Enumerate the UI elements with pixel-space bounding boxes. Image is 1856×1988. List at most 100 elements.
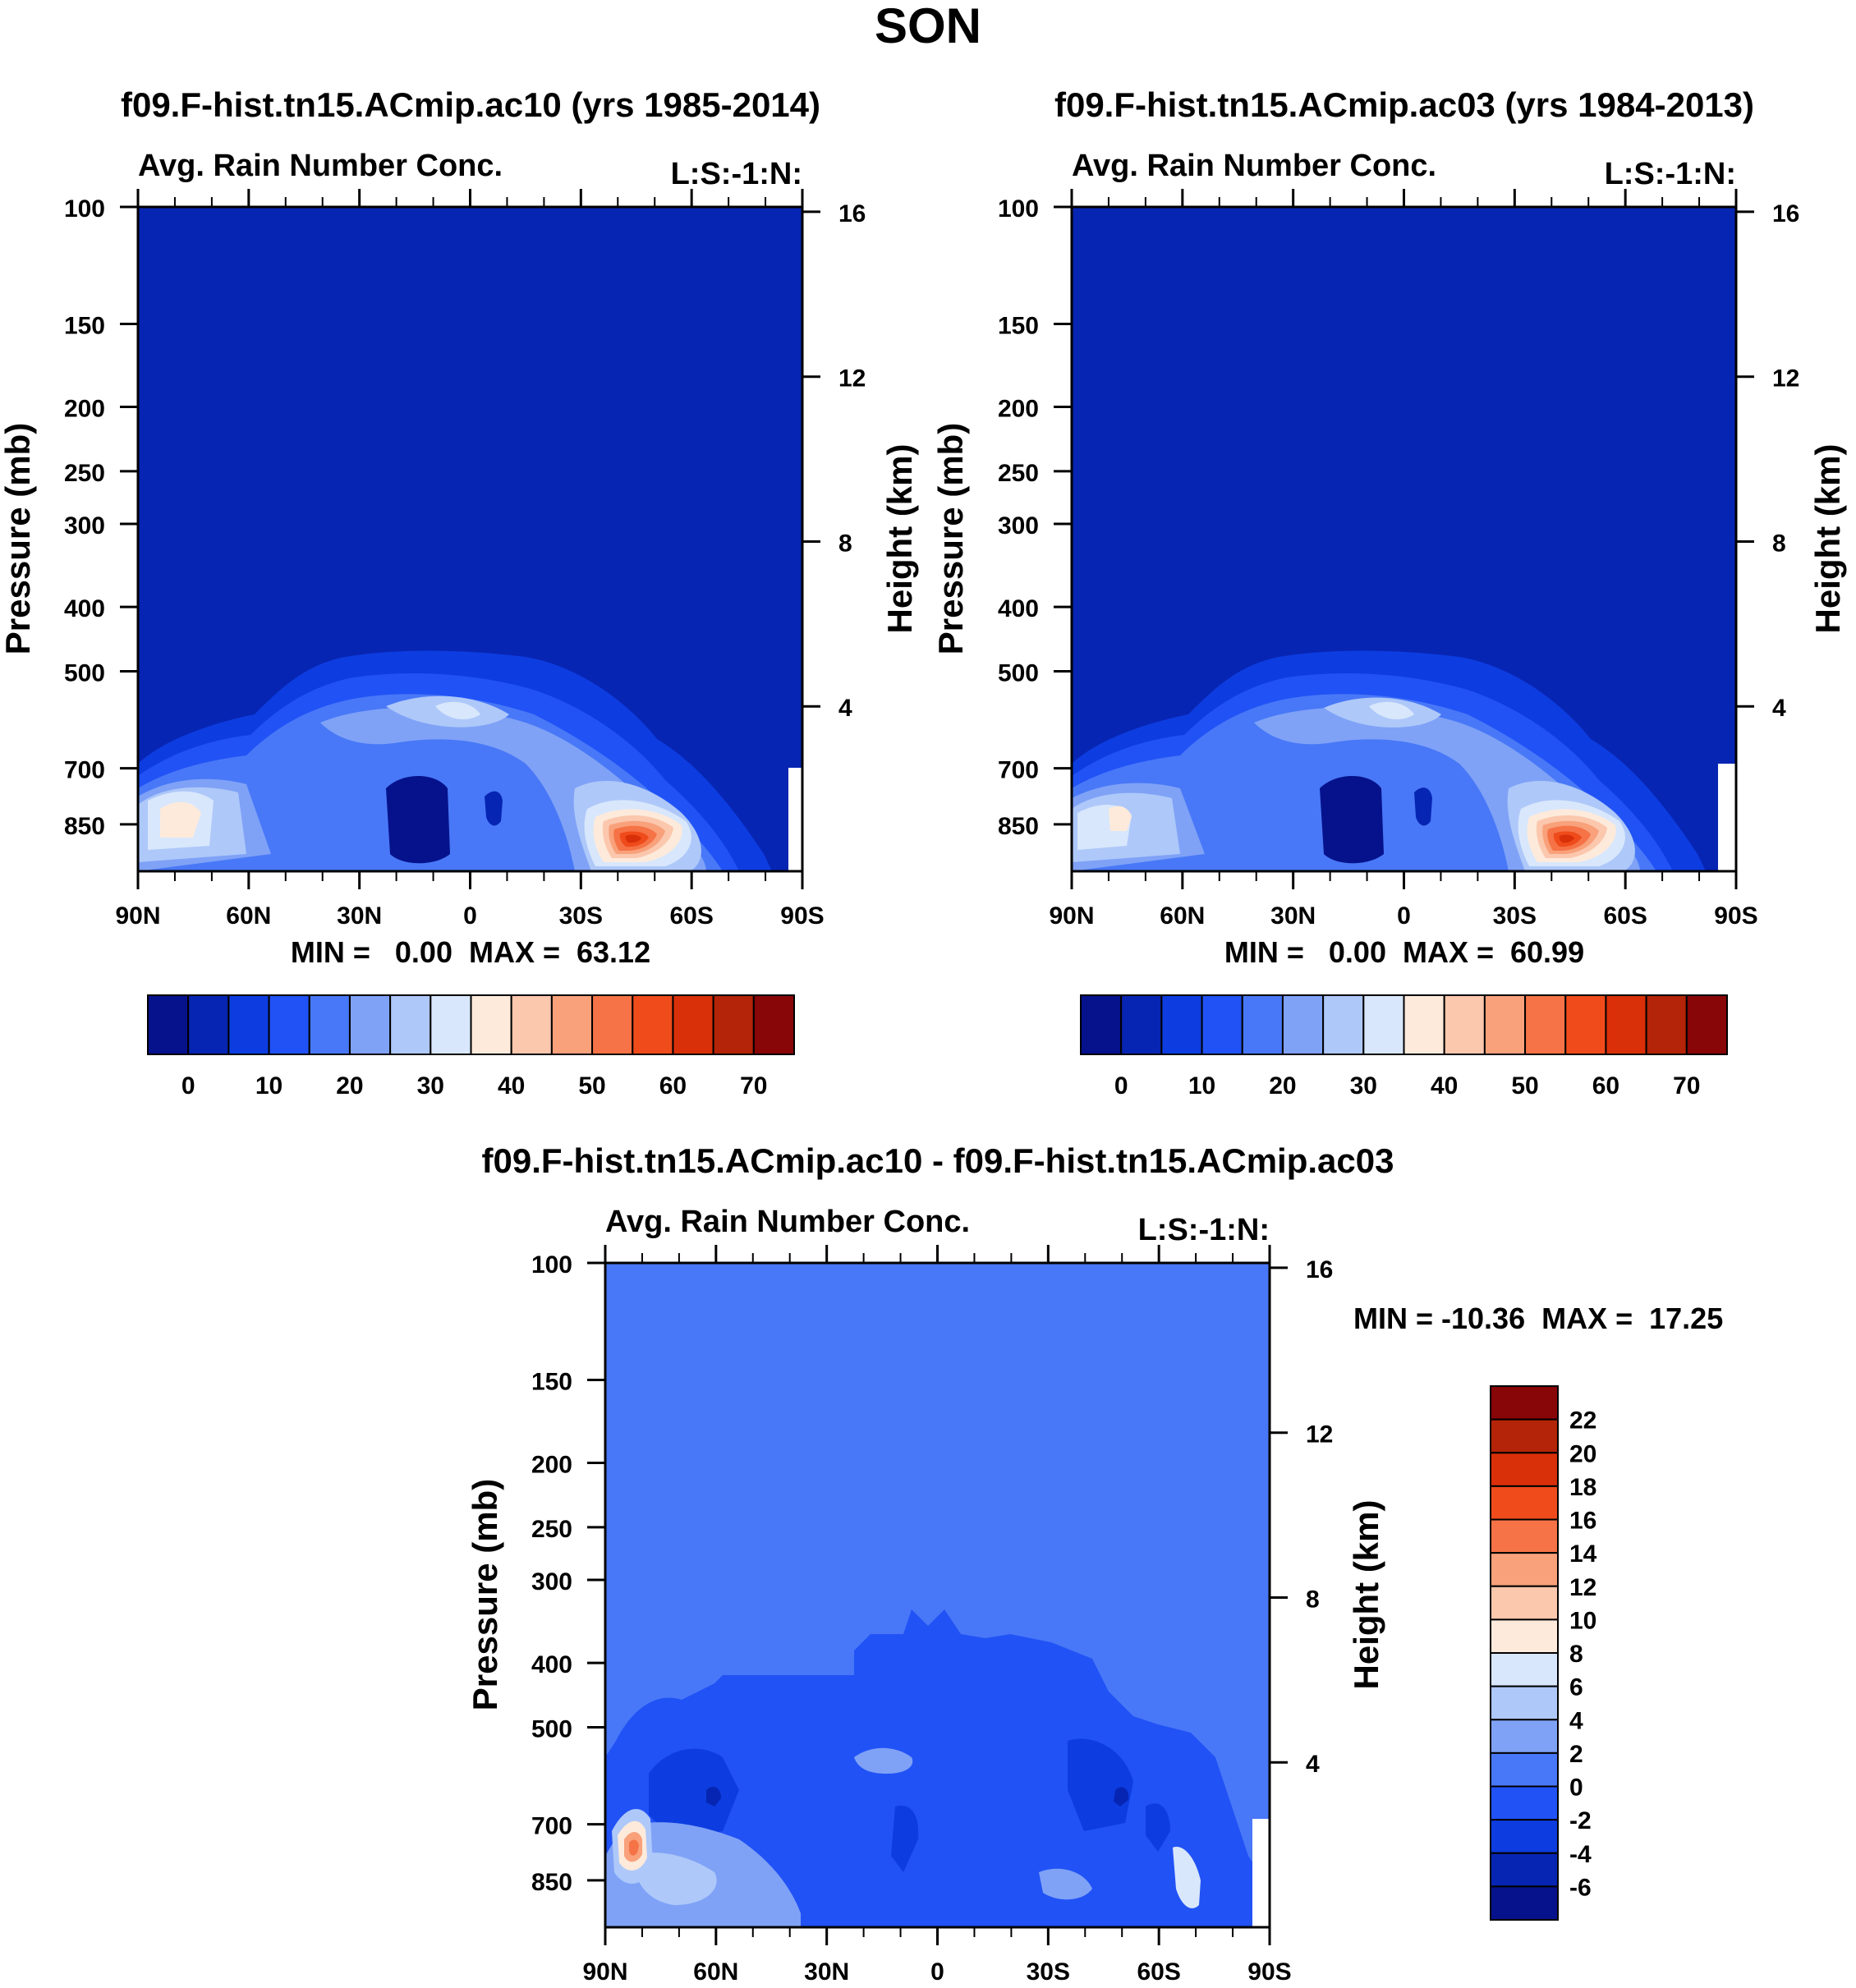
colorbar-label: 22 xyxy=(1569,1407,1596,1435)
colorbar-swatch xyxy=(1483,994,1527,1055)
y2-tick-label: 12 xyxy=(838,365,866,393)
negative-region xyxy=(605,1609,1270,1927)
x-tick-label: 60N xyxy=(693,1958,738,1986)
panel-difference: f09.F-hist.tn15.ACmip.ac10 - f09.F-hist.… xyxy=(466,1141,1723,1986)
colorbar-label: 16 xyxy=(1569,1508,1596,1535)
x-axis: 90N 60N 30N 0 30S 60S 90S xyxy=(1049,189,1758,930)
colorbar-label: 40 xyxy=(1431,1072,1458,1100)
colorbar-label: 0 xyxy=(1114,1072,1128,1100)
y2-tick-label: 16 xyxy=(1772,200,1799,227)
contour-level-6b xyxy=(1369,701,1414,719)
missing-data xyxy=(1252,1819,1270,1927)
x-tick-label: 90N xyxy=(1049,902,1094,930)
colorbar-swatch xyxy=(752,994,795,1055)
y-tick-label: 500 xyxy=(64,659,105,686)
colorbar-swatch xyxy=(1403,994,1445,1055)
colorbar-swatch xyxy=(1490,1518,1559,1554)
dark-spot-2 xyxy=(1114,1787,1129,1807)
colorbar-swatch xyxy=(1490,1618,1559,1654)
y2-axis-title: Height (km) xyxy=(1808,444,1847,634)
y2-tick-label: 12 xyxy=(1306,1421,1333,1449)
colorbar-label: 10 xyxy=(1569,1607,1596,1634)
colorbar-label: 60 xyxy=(659,1072,687,1100)
colorbar-label: 14 xyxy=(1569,1540,1597,1568)
colorbar-label: -2 xyxy=(1569,1807,1592,1834)
colorbar-swatch xyxy=(1490,1885,1559,1921)
positive-blob-4 xyxy=(1039,1868,1092,1900)
x-tick-label: 90S xyxy=(780,902,824,930)
negative-region-3 xyxy=(1068,1738,1133,1831)
colorbar: 0 10 20 30 40 50 60 70 xyxy=(1080,994,1728,1100)
y-tick-label: 250 xyxy=(64,460,105,487)
colorbar-label: 40 xyxy=(498,1072,525,1100)
variable-label: Avg. Rain Number Conc. xyxy=(138,149,503,183)
dark-spot xyxy=(706,1786,721,1807)
y-tick-label: 300 xyxy=(998,512,1039,539)
y-tick-label: 500 xyxy=(998,659,1039,686)
y-tick-label: 150 xyxy=(998,312,1039,339)
dark-core-2 xyxy=(1414,787,1432,826)
y-tick-label: 500 xyxy=(531,1715,572,1742)
colorbar-label: 50 xyxy=(578,1072,605,1100)
positive-blob-3 xyxy=(632,1853,717,1905)
contour-level-7 xyxy=(160,801,201,838)
colorbar-swatch xyxy=(591,994,634,1055)
y2-axis-title: Height (km) xyxy=(1347,1500,1385,1690)
panel-ac10: f09.F-hist.tn15.ACmip.ac10 (yrs 1985-201… xyxy=(0,85,919,1100)
units-label: L:S:-1:N: xyxy=(1605,157,1736,191)
colorbar-label: 18 xyxy=(1569,1474,1596,1501)
panel-title: f09.F-hist.tn15.ACmip.ac03 (yrs 1984-201… xyxy=(1054,85,1754,124)
x-tick-label: 30N xyxy=(337,902,382,930)
negative-region-2 xyxy=(649,1748,739,1839)
y-tick-label: 250 xyxy=(998,460,1039,487)
colorbar-swatch xyxy=(1322,994,1365,1055)
x-axis: 90N 60N 30N 0 30S 60S 90S xyxy=(115,189,825,930)
colorbar-label: 20 xyxy=(1269,1072,1296,1100)
colorbar-swatch xyxy=(1120,994,1163,1055)
colorbar-swatch xyxy=(1490,1785,1559,1821)
right-white-band xyxy=(1173,1847,1201,1908)
y-axis-right: 16 12 8 4 xyxy=(802,200,866,722)
x-tick-label: 90S xyxy=(1714,902,1757,930)
dark-core-2 xyxy=(485,791,503,826)
colorbar-swatch xyxy=(1490,1585,1559,1621)
positive-blob xyxy=(854,1747,913,1774)
contour-level-7 xyxy=(1109,806,1132,831)
y-tick-label: 200 xyxy=(531,1452,572,1479)
colorbar-swatch xyxy=(712,994,755,1055)
colorbar-swatch xyxy=(227,994,270,1055)
x-tick-label: 30S xyxy=(1493,902,1537,930)
y-axis-left: 100 150 200 250 300 400 500 700 850 xyxy=(64,195,138,840)
colorbar-label: 30 xyxy=(1350,1072,1377,1100)
y-axis-title: Pressure (mb) xyxy=(931,423,970,654)
colorbar-label: 10 xyxy=(255,1072,283,1100)
y-tick-label: 150 xyxy=(531,1368,572,1395)
y-axis-title: Pressure (mb) xyxy=(0,423,37,654)
y-tick-label: 250 xyxy=(531,1516,572,1543)
y-axis-right: 16 12 8 4 xyxy=(1736,200,1799,722)
y-axis-left: 100 150 200 250 300 400 500 700 850 xyxy=(998,195,1072,840)
colorbar-swatch xyxy=(1362,994,1405,1055)
variable-label: Avg. Rain Number Conc. xyxy=(1072,149,1436,183)
colorbar-label: 2 xyxy=(1569,1741,1583,1768)
variable-label: Avg. Rain Number Conc. xyxy=(605,1205,970,1239)
y-tick-label: 700 xyxy=(64,757,105,784)
min-max-stats: MIN = 0.00 MAX = 63.12 xyxy=(291,935,650,969)
colorbar-swatch xyxy=(1490,1819,1559,1854)
units-label: L:S:-1:N: xyxy=(1138,1213,1270,1247)
y-tick-label: 200 xyxy=(998,396,1039,423)
colorbar-swatch xyxy=(1490,1485,1559,1521)
x-tick-label: 0 xyxy=(463,902,477,930)
y-tick-label: 400 xyxy=(998,595,1039,622)
colorbar-label: 6 xyxy=(1569,1674,1583,1701)
colorbar-swatch xyxy=(1564,994,1607,1055)
colorbar-label: 12 xyxy=(1569,1574,1596,1601)
colorbar-label: 10 xyxy=(1188,1072,1215,1100)
x-tick-label: 60N xyxy=(226,902,271,930)
colorbar-swatch xyxy=(672,994,714,1055)
colorbar-label: -6 xyxy=(1569,1874,1592,1901)
y2-tick-label: 16 xyxy=(1306,1256,1333,1283)
x-tick-label: 60S xyxy=(1137,1958,1180,1986)
colorbar-swatch xyxy=(147,994,190,1055)
